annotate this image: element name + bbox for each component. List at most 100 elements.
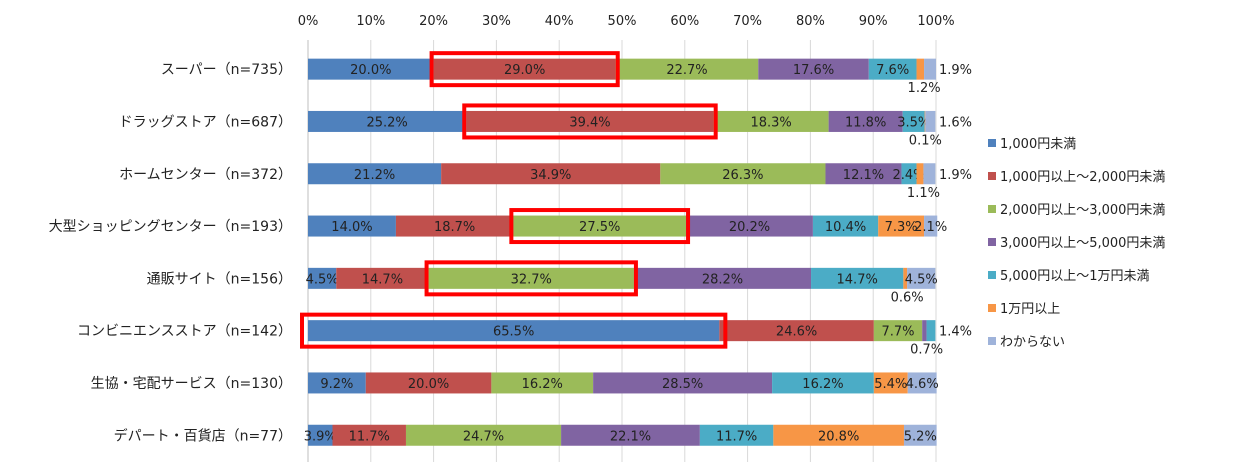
data-label: 1.9%: [939, 63, 972, 78]
data-label: 20.8%: [818, 429, 859, 444]
legend-swatch: [988, 138, 996, 147]
data-label: 27.5%: [579, 220, 620, 235]
data-label: 14.7%: [362, 272, 403, 287]
x-tick-label: 90%: [859, 14, 888, 29]
x-tick-label: 20%: [419, 14, 448, 29]
bar-segment: [925, 110, 936, 132]
data-label: 0.1%: [909, 133, 942, 148]
data-label: 16.2%: [802, 377, 843, 392]
bar-segment: [758, 58, 869, 80]
data-label: 11.7%: [716, 429, 757, 444]
x-tick-label: 80%: [796, 14, 825, 29]
bar-segment: [441, 163, 661, 185]
data-label: 3.5%: [897, 115, 930, 130]
highlight-box: [509, 208, 691, 245]
data-label: 28.5%: [662, 377, 703, 392]
bar-segment: [868, 58, 917, 80]
legend-label: 1,000円未満: [1000, 137, 1077, 152]
bar-segment: [513, 215, 687, 237]
legend-swatch: [988, 237, 996, 246]
legend-swatch: [988, 171, 996, 180]
data-label: 7.7%: [881, 325, 914, 340]
bar-segment: [308, 163, 442, 185]
bar-segment: [903, 267, 908, 289]
data-label: 5.2%: [904, 429, 937, 444]
data-label: 18.3%: [750, 115, 791, 130]
bar-segment: [308, 110, 467, 132]
data-label: 65.5%: [493, 325, 534, 340]
data-label: 10.4%: [825, 220, 866, 235]
bar-segment: [713, 110, 829, 132]
data-label: 1.1%: [907, 186, 940, 201]
x-tick-label: 60%: [670, 14, 699, 29]
bar-segment: [825, 163, 902, 185]
bar-segment: [561, 424, 700, 446]
x-tick-label: 0%: [298, 14, 319, 29]
bar-segment: [336, 267, 429, 289]
data-label: 26.3%: [722, 168, 763, 183]
data-label: 17.6%: [793, 63, 834, 78]
data-label: 14.7%: [837, 272, 878, 287]
legend: 1,000円未満 1,000円以上～2,000円未満 2,000円以上～3,000円…: [988, 126, 1165, 357]
data-label: 22.7%: [666, 63, 707, 78]
bar-segment: [923, 163, 936, 185]
bar-segment: [405, 424, 562, 446]
legend-label: わからない: [1000, 335, 1066, 350]
data-label: 11.8%: [845, 115, 886, 130]
legend-item: 1,000円未満: [988, 126, 1165, 159]
bar-segment: [428, 267, 634, 289]
data-label: 4.5%: [905, 272, 938, 287]
category-label: デパート・百貨店（n=77）: [114, 427, 292, 444]
bar-segment: [907, 267, 936, 289]
bar-segment: [916, 58, 925, 80]
legend-item: 1,000円以上～2,000円未満: [988, 159, 1165, 192]
data-label: 9.2%: [320, 377, 353, 392]
highlight-box: [424, 260, 638, 297]
bar-segment: [633, 267, 812, 289]
bar-segment: [593, 372, 773, 394]
category-label: ホームセンター（n=372）: [119, 167, 292, 183]
data-label: 34.9%: [530, 168, 571, 183]
data-label: 1.9%: [939, 168, 972, 183]
data-label: 24.6%: [776, 325, 817, 340]
highlight-box: [300, 312, 728, 349]
legend-label: 1,000円以上～2,000円未満: [1000, 170, 1166, 185]
data-label: 5.4%: [874, 377, 907, 392]
bar-segment: [828, 110, 903, 132]
data-label: 7.3%: [885, 220, 918, 235]
bar-segment: [332, 424, 406, 446]
category-label: 通販サイト（n=156）: [147, 271, 292, 287]
data-label: 16.2%: [522, 377, 563, 392]
x-tick-label: 40%: [545, 14, 574, 29]
legend-label: 3,000円以上～5,000円未満: [1000, 236, 1166, 251]
bar-segment: [615, 58, 759, 80]
legend-label: 5,000円以上～1万円未満: [1000, 269, 1150, 284]
bar-segment: [308, 267, 337, 289]
data-label: 2.1%: [914, 220, 947, 235]
bar-segment: [924, 58, 936, 80]
x-tick-label: 100%: [917, 14, 954, 29]
data-label: 12.1%: [843, 168, 884, 183]
data-label: 22.1%: [610, 429, 651, 444]
bar-segment: [902, 110, 925, 132]
legend-item: 2,000円以上～3,000円未満: [988, 192, 1165, 225]
bar-segment: [772, 372, 874, 394]
bar-segment: [466, 110, 714, 132]
legend-item: 1万円以上: [988, 291, 1165, 324]
bar-segment: [773, 424, 904, 446]
bar-segment: [308, 58, 434, 80]
data-label: 39.4%: [569, 115, 610, 130]
bar-segment: [308, 372, 366, 394]
bar-segment: [660, 163, 826, 185]
category-label: 大型ショッピングセンター（n=193）: [49, 219, 292, 235]
data-label: 20.0%: [408, 377, 449, 392]
data-label: 1.6%: [939, 115, 972, 130]
bar-segment: [924, 215, 938, 237]
data-label: 7.6%: [876, 63, 909, 78]
bar-segment: [916, 163, 924, 185]
bar-segment: [926, 320, 936, 342]
x-tick-label: 50%: [608, 14, 637, 29]
legend-swatch: [988, 270, 996, 279]
category-label: コンビニエンスストア（n=142）: [77, 324, 292, 340]
